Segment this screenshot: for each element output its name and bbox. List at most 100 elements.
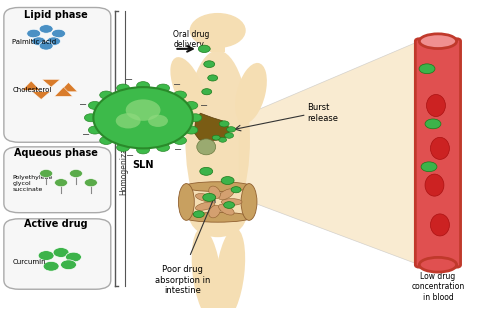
Polygon shape bbox=[42, 79, 60, 87]
Circle shape bbox=[100, 137, 112, 145]
Text: Homogenization: Homogenization bbox=[120, 132, 128, 195]
Ellipse shape bbox=[430, 138, 450, 159]
Circle shape bbox=[43, 261, 59, 271]
Circle shape bbox=[226, 127, 235, 132]
Text: Low drug
concentration
in blood: Low drug concentration in blood bbox=[412, 272, 465, 302]
Circle shape bbox=[39, 41, 53, 50]
Circle shape bbox=[136, 146, 149, 154]
Circle shape bbox=[203, 193, 215, 201]
Polygon shape bbox=[32, 92, 50, 99]
Circle shape bbox=[148, 115, 168, 127]
Circle shape bbox=[126, 99, 160, 121]
Circle shape bbox=[84, 114, 98, 122]
Circle shape bbox=[224, 133, 234, 138]
Circle shape bbox=[94, 87, 193, 148]
Polygon shape bbox=[194, 113, 229, 141]
Circle shape bbox=[26, 29, 40, 38]
Circle shape bbox=[208, 75, 218, 81]
Ellipse shape bbox=[218, 204, 234, 215]
Ellipse shape bbox=[184, 182, 252, 192]
Ellipse shape bbox=[241, 184, 257, 220]
Circle shape bbox=[88, 101, 102, 109]
Ellipse shape bbox=[184, 212, 252, 222]
Circle shape bbox=[218, 138, 226, 142]
Circle shape bbox=[198, 45, 210, 53]
Ellipse shape bbox=[235, 63, 267, 124]
Text: −: − bbox=[126, 151, 134, 161]
Text: SLN: SLN bbox=[132, 160, 154, 170]
Text: Cholesterol: Cholesterol bbox=[12, 87, 51, 93]
Circle shape bbox=[212, 135, 220, 140]
Circle shape bbox=[84, 179, 98, 187]
Text: −: − bbox=[174, 80, 182, 90]
Circle shape bbox=[100, 91, 112, 99]
Circle shape bbox=[40, 170, 52, 177]
Circle shape bbox=[189, 114, 202, 122]
Text: Burst
release: Burst release bbox=[307, 104, 338, 123]
Ellipse shape bbox=[420, 257, 457, 272]
Ellipse shape bbox=[426, 95, 446, 116]
Ellipse shape bbox=[189, 194, 246, 237]
FancyBboxPatch shape bbox=[416, 39, 461, 267]
Circle shape bbox=[419, 64, 435, 74]
Text: Curcumin: Curcumin bbox=[12, 259, 46, 265]
Circle shape bbox=[202, 89, 211, 95]
Circle shape bbox=[194, 211, 204, 218]
Text: −: − bbox=[79, 99, 87, 110]
Circle shape bbox=[116, 113, 140, 129]
Ellipse shape bbox=[209, 205, 220, 218]
Circle shape bbox=[185, 126, 198, 134]
Circle shape bbox=[116, 84, 130, 92]
Ellipse shape bbox=[425, 174, 444, 196]
Ellipse shape bbox=[221, 199, 242, 205]
Text: Oral drug
delivery: Oral drug delivery bbox=[174, 30, 210, 49]
Polygon shape bbox=[60, 83, 78, 92]
Text: Polyethylene
glycol
succinate: Polyethylene glycol succinate bbox=[12, 175, 52, 192]
Circle shape bbox=[60, 260, 76, 270]
Text: −: − bbox=[124, 74, 132, 85]
FancyBboxPatch shape bbox=[4, 219, 111, 289]
Circle shape bbox=[32, 37, 46, 45]
Text: Active drug: Active drug bbox=[24, 219, 88, 229]
Circle shape bbox=[116, 143, 130, 151]
Circle shape bbox=[88, 126, 102, 134]
Text: −: − bbox=[174, 145, 182, 155]
Circle shape bbox=[53, 248, 69, 257]
Ellipse shape bbox=[196, 194, 215, 202]
Ellipse shape bbox=[218, 189, 234, 200]
FancyBboxPatch shape bbox=[4, 147, 111, 213]
Circle shape bbox=[221, 176, 234, 184]
Polygon shape bbox=[239, 41, 419, 265]
Circle shape bbox=[39, 25, 53, 33]
Circle shape bbox=[70, 170, 82, 177]
Polygon shape bbox=[22, 81, 40, 90]
Circle shape bbox=[156, 84, 170, 92]
Circle shape bbox=[136, 82, 149, 90]
Polygon shape bbox=[54, 87, 72, 96]
Circle shape bbox=[185, 101, 198, 109]
Ellipse shape bbox=[186, 50, 250, 228]
Ellipse shape bbox=[420, 34, 457, 49]
Circle shape bbox=[174, 91, 186, 99]
Ellipse shape bbox=[430, 214, 450, 236]
Ellipse shape bbox=[192, 228, 222, 309]
Text: Aqueous phase: Aqueous phase bbox=[14, 148, 98, 158]
Ellipse shape bbox=[215, 228, 245, 309]
Circle shape bbox=[174, 137, 186, 145]
Ellipse shape bbox=[197, 139, 216, 155]
Circle shape bbox=[156, 143, 170, 151]
Circle shape bbox=[38, 251, 54, 260]
Ellipse shape bbox=[170, 57, 205, 117]
Text: Palmitic acid: Palmitic acid bbox=[12, 39, 56, 45]
FancyBboxPatch shape bbox=[4, 7, 111, 142]
Circle shape bbox=[54, 179, 68, 187]
Circle shape bbox=[52, 29, 66, 38]
Circle shape bbox=[421, 162, 437, 171]
Text: Poor drug
absorption in
intestine: Poor drug absorption in intestine bbox=[155, 265, 210, 295]
Circle shape bbox=[66, 252, 82, 262]
Circle shape bbox=[200, 167, 212, 175]
Ellipse shape bbox=[196, 202, 215, 210]
Circle shape bbox=[204, 61, 214, 68]
Circle shape bbox=[231, 187, 241, 193]
Circle shape bbox=[219, 121, 229, 127]
